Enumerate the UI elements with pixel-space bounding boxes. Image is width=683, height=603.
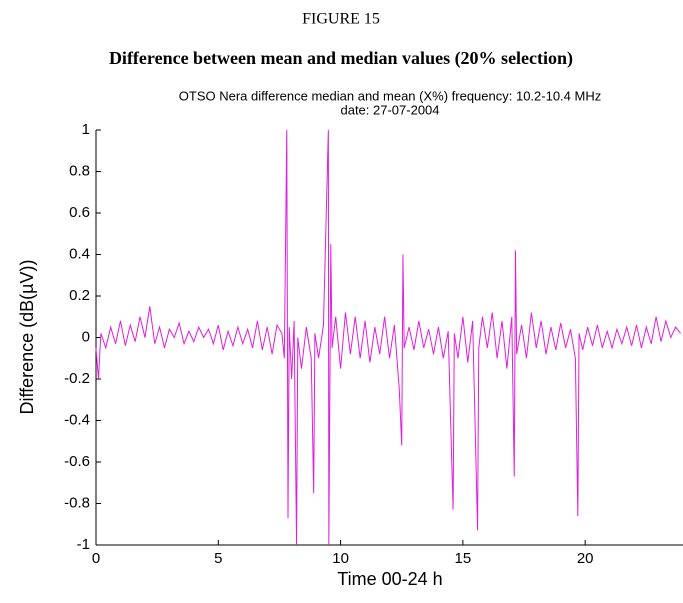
chart-subtitle: date: 27-07-2004 — [340, 102, 439, 117]
y-tick-label: -0.6 — [64, 453, 90, 470]
y-tick-label: 0 — [82, 328, 90, 345]
x-tick-label: 15 — [455, 550, 472, 567]
y-tick-label: 0.6 — [69, 204, 90, 221]
y-tick-label: 0.2 — [69, 287, 90, 304]
x-tick-label: 20 — [577, 550, 594, 567]
y-tick-label: -1 — [77, 536, 90, 553]
x-tick-label: 10 — [332, 550, 349, 567]
y-tick-label: 0.4 — [69, 245, 90, 262]
data-line — [95, 129, 681, 546]
y-tick-label: 0.8 — [69, 162, 90, 179]
chart-title: OTSO Nera difference median and mean (X%… — [179, 88, 601, 103]
figure-label: FIGURE 15 — [302, 11, 380, 28]
figure-title: Difference between mean and median value… — [109, 48, 573, 69]
y-axis-label: Difference (dB(µV)) — [17, 259, 37, 414]
y-tick-label: -0.4 — [64, 411, 90, 428]
x-tick-label: 0 — [92, 550, 100, 567]
x-axis-label: Time 00-24 h — [337, 569, 442, 589]
y-tick-label: 1 — [82, 121, 90, 138]
y-tick-label: -0.8 — [64, 494, 90, 511]
x-tick-label: 5 — [214, 550, 222, 567]
y-tick-label: -0.2 — [64, 370, 90, 387]
